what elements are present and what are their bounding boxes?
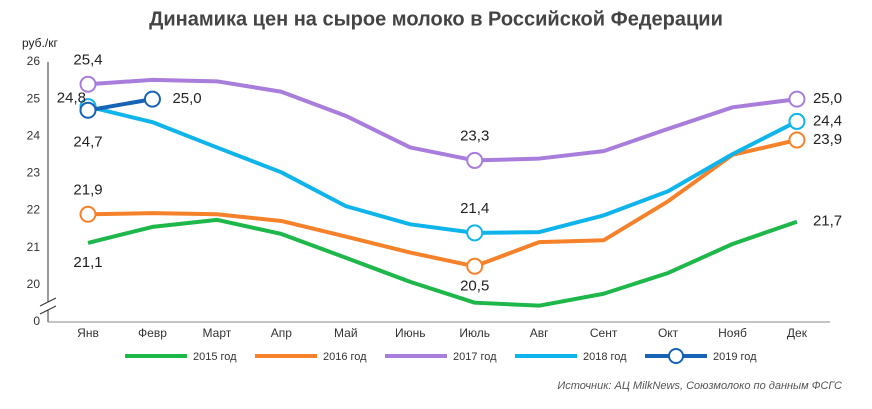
point-marker — [79, 101, 97, 119]
value-label: 24,4 — [813, 112, 842, 129]
point-marker — [79, 205, 97, 223]
y-tick-label: 25 — [27, 91, 41, 105]
axis-break-gap — [42, 302, 54, 310]
legend-label: 2018 год — [583, 351, 627, 363]
value-label: 23,9 — [813, 131, 842, 148]
point-marker — [466, 224, 484, 242]
legend-label: 2016 год — [323, 351, 367, 363]
value-label: 20,5 — [460, 277, 489, 294]
point-marker — [788, 112, 806, 130]
y-axis-label: руб./кг — [22, 36, 58, 50]
x-tick-label: Нояб — [718, 326, 747, 340]
chart-title: Динамика цен на сырое молоко в Российско… — [149, 8, 723, 30]
y-tick-label: 21 — [27, 240, 41, 254]
series-line — [87, 97, 153, 113]
value-label: 21,1 — [73, 254, 102, 271]
value-label: 23,3 — [460, 127, 489, 144]
series-line — [87, 138, 798, 269]
x-tick-label: Дек — [787, 326, 808, 340]
y-tick-label: 0 — [33, 314, 40, 328]
source: Источник: АЦ MilkNews, Союзмолоко по дан… — [557, 380, 842, 392]
point-marker — [788, 90, 806, 108]
point-marker — [143, 90, 161, 108]
point-marker — [79, 75, 97, 93]
value-label: 25,0 — [813, 90, 842, 107]
legend-label: 2015 год — [193, 351, 237, 363]
legend-marker — [668, 348, 684, 364]
axis-break — [39, 305, 57, 315]
y-tick-label: 26 — [27, 54, 41, 68]
x-tick-label: Янв — [77, 326, 99, 340]
x-tick-label: Сент — [590, 326, 618, 340]
value-label: 24,8 — [57, 90, 86, 107]
y-tick-label: 22 — [27, 203, 41, 217]
value-label: 24,7 — [73, 133, 102, 150]
x-tick-label: Июнь — [395, 326, 426, 340]
x-tick-label: Апр — [271, 326, 293, 340]
value-label: 21,7 — [813, 213, 842, 230]
x-tick-label: Июль — [459, 326, 490, 340]
legend-label: 2019 год — [713, 351, 757, 363]
x-tick-label: Февр — [138, 326, 167, 340]
y-tick-label: 23 — [27, 166, 41, 180]
point-marker — [788, 131, 806, 149]
value-label: 21,4 — [460, 200, 489, 217]
x-tick-label: Май — [334, 326, 358, 340]
series-line — [87, 77, 798, 163]
series-line — [87, 104, 798, 235]
value-label: 25,4 — [73, 51, 102, 68]
series-line — [87, 217, 798, 308]
axis-break — [39, 297, 57, 307]
x-tick-label: Окт — [658, 326, 679, 340]
point-marker — [466, 151, 484, 169]
y-tick-label: 20 — [27, 277, 41, 291]
legend-label: 2017 год — [453, 351, 497, 363]
value-label: 21,9 — [73, 181, 102, 198]
x-tick-label: Авг — [530, 326, 549, 340]
point-marker — [466, 257, 484, 275]
value-label: 25,0 — [172, 90, 201, 107]
y-tick-label: 24 — [27, 128, 41, 142]
x-tick-label: Март — [203, 326, 232, 340]
